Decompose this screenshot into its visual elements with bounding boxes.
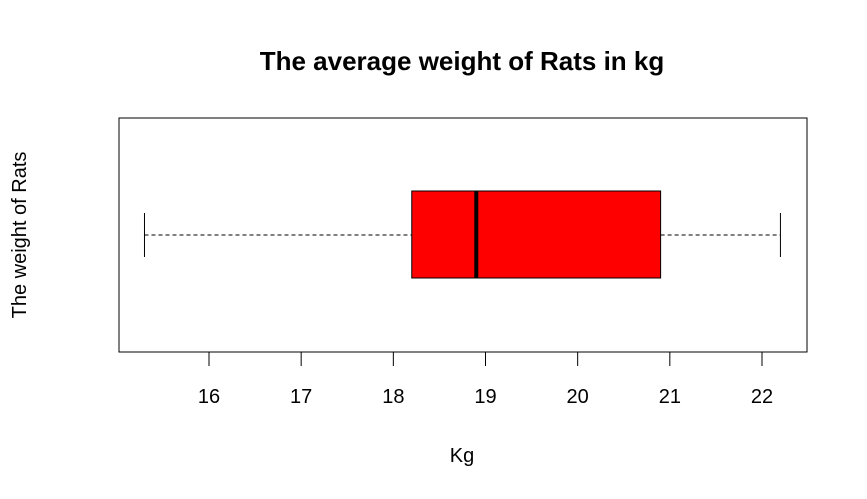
x-tick-label: 22: [751, 386, 773, 408]
x-tick-label: 19: [474, 386, 496, 408]
boxplot-group: [143, 190, 781, 279]
iqr-box: [411, 190, 662, 279]
x-tick-label: 20: [567, 386, 589, 408]
x-tick-label: 18: [382, 386, 404, 408]
x-tick-label: 16: [198, 386, 220, 408]
x-tick-label: 21: [659, 386, 681, 408]
y-axis-label: The weight of Rats: [9, 152, 31, 319]
x-axis: 16 17 18 19 20 21 22: [198, 351, 773, 408]
chart-title: The average weight of Rats in kg: [260, 46, 665, 76]
x-tick-label: 17: [290, 386, 312, 408]
x-axis-label: Kg: [450, 445, 474, 467]
